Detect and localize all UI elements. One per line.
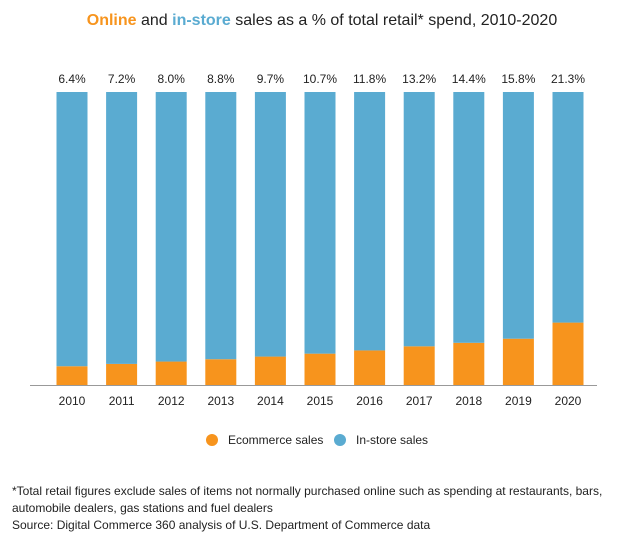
data-label: 21.3% xyxy=(551,72,585,86)
x-tick-label: 2013 xyxy=(207,394,234,408)
note: *Total retail figures exclude sales of i… xyxy=(12,484,602,498)
bar-segment xyxy=(155,361,187,385)
x-tick-label: 2012 xyxy=(158,394,185,408)
bar-segment xyxy=(552,92,584,323)
bar-segment xyxy=(453,92,485,343)
bar-segment xyxy=(155,92,187,362)
bar-segment xyxy=(254,92,286,357)
bar-segment xyxy=(304,353,336,385)
note: automobile dealers, gas stations and fue… xyxy=(12,501,273,515)
legend-label: In-store sales xyxy=(356,433,428,447)
bar-segment xyxy=(56,92,88,367)
bar-segment xyxy=(304,92,336,354)
bar-segment xyxy=(106,92,138,364)
bar-segment xyxy=(205,92,237,360)
bar-segment xyxy=(354,92,386,351)
data-label: 8.8% xyxy=(207,72,235,86)
legend-label: Ecommerce sales xyxy=(228,433,323,447)
bar-segment xyxy=(552,322,584,385)
legend-swatch xyxy=(334,434,346,446)
data-label: 6.4% xyxy=(58,72,86,86)
data-label: 15.8% xyxy=(501,72,535,86)
bar-segment xyxy=(453,342,485,385)
x-tick-label: 2011 xyxy=(109,394,135,408)
x-tick-label: 2016 xyxy=(356,394,383,408)
bar-segment xyxy=(106,363,138,385)
data-label: 10.7% xyxy=(303,72,337,86)
x-tick-label: 2015 xyxy=(307,394,334,408)
bar-segment xyxy=(205,359,237,385)
chart-title: Online and in-store sales as a % of tota… xyxy=(87,12,558,29)
x-tick-label: 2019 xyxy=(505,394,532,408)
bar-segment xyxy=(56,366,88,385)
title-part: and xyxy=(137,12,173,29)
data-label: 7.2% xyxy=(108,72,136,86)
title-part: Online xyxy=(87,12,137,29)
data-label: 8.0% xyxy=(158,72,186,86)
bar-segment xyxy=(354,350,386,385)
x-tick-label: 2014 xyxy=(257,394,284,408)
x-tick-label: 2018 xyxy=(455,394,482,408)
data-label: 14.4% xyxy=(452,72,486,86)
source: Source: Digital Commerce 360 analysis of… xyxy=(12,518,430,532)
data-label: 11.8% xyxy=(353,72,386,86)
bar-segment xyxy=(254,356,286,385)
bar-segment xyxy=(403,346,435,385)
bar-segment xyxy=(502,92,534,339)
data-label: 13.2% xyxy=(402,72,436,86)
title-part: in-store xyxy=(172,12,231,29)
data-label: 9.7% xyxy=(257,72,285,86)
x-tick-label: 2017 xyxy=(406,394,433,408)
legend-swatch xyxy=(206,434,218,446)
x-tick-label: 2010 xyxy=(59,394,86,408)
bar-segment xyxy=(403,92,435,347)
x-tick-label: 2020 xyxy=(555,394,582,408)
title-part: sales as a % of total retail* spend, 201… xyxy=(231,12,558,29)
bar-segment xyxy=(502,338,534,385)
